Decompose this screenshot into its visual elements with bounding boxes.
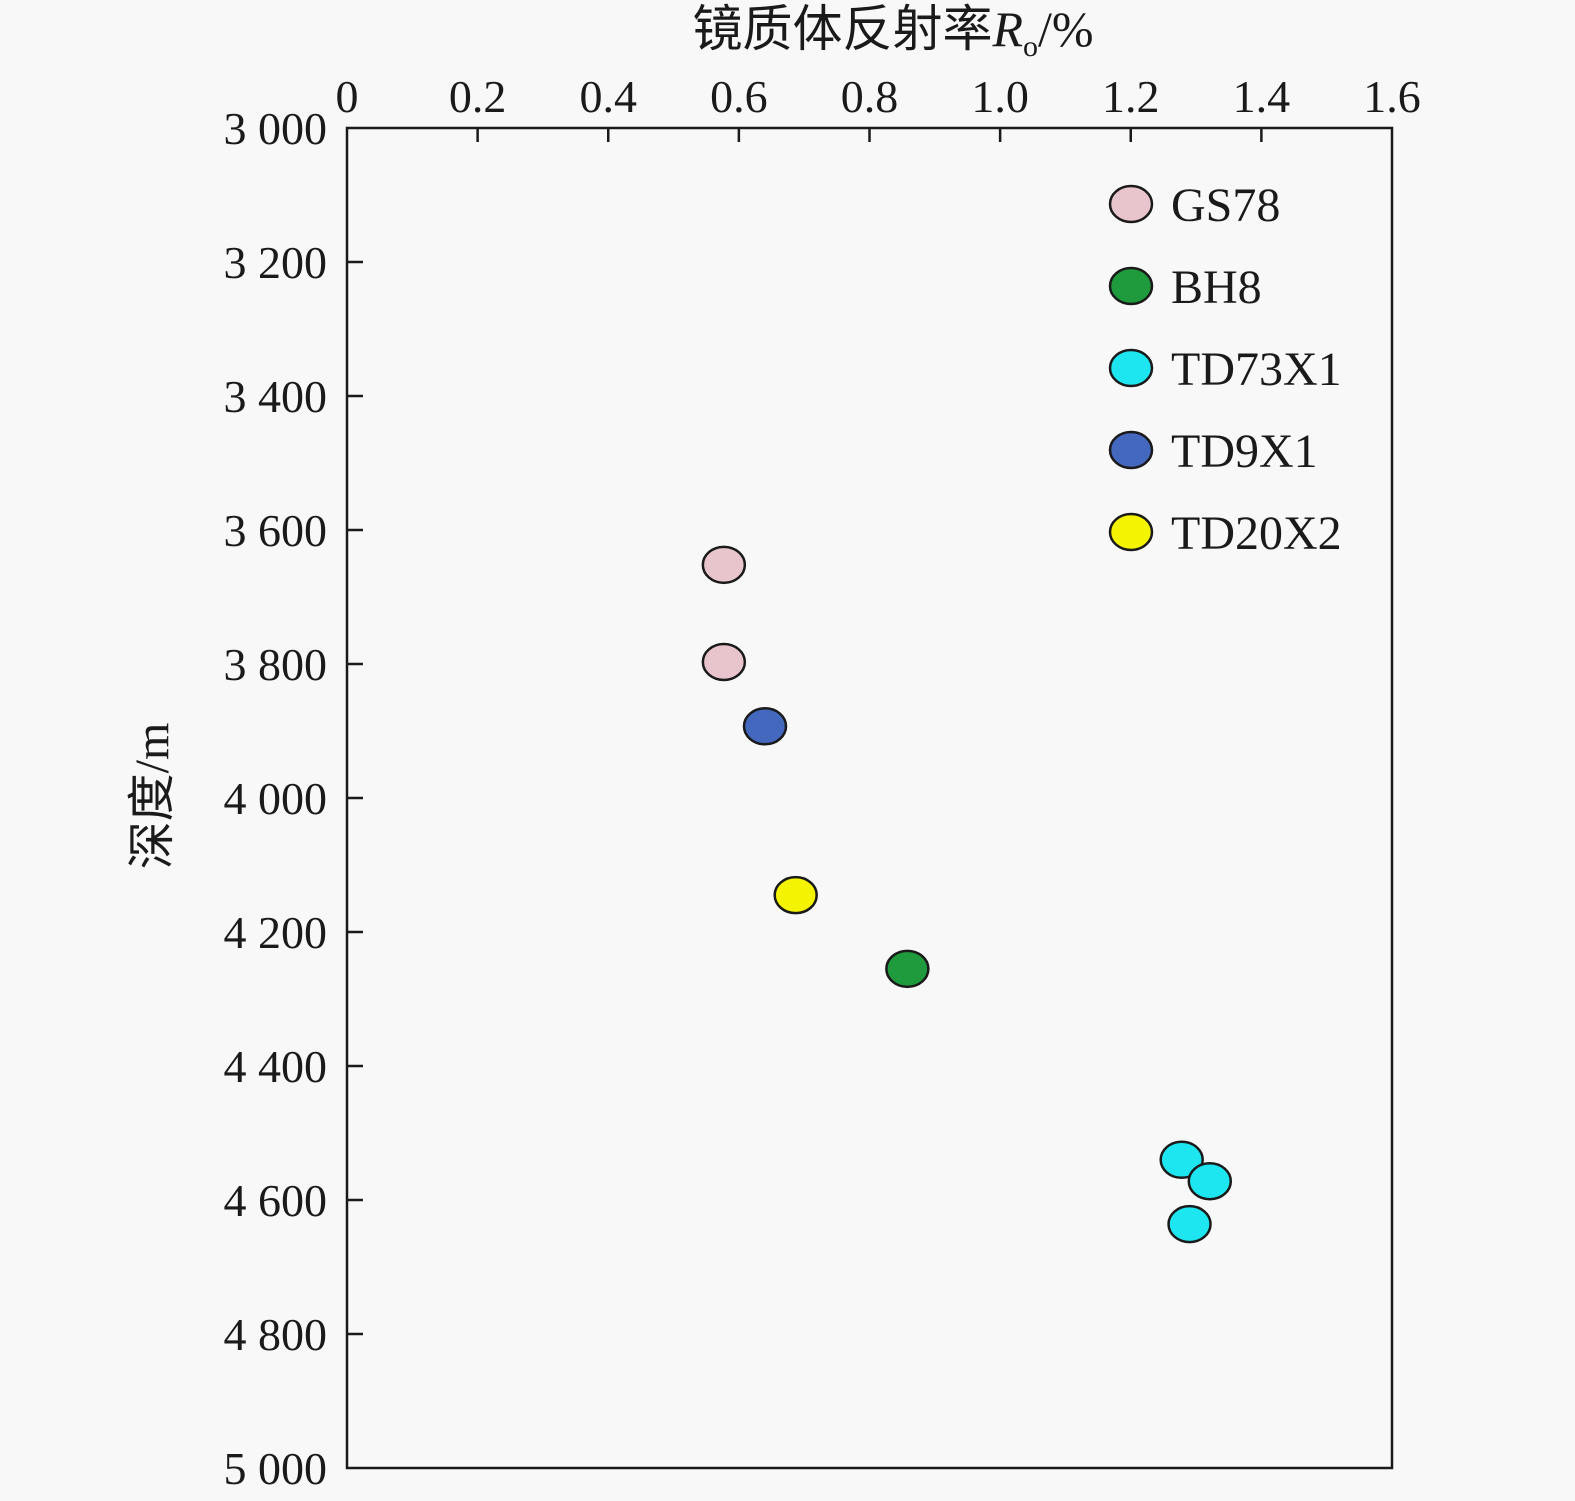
legend-marker-bh8 [1108,266,1154,306]
y-tick-label: 3 600 [224,505,328,556]
y-tick-label: 3 400 [224,371,328,422]
data-points [701,545,1233,1244]
x-tick-label: 0.2 [449,71,507,122]
legend-label-gs78: GS78 [1171,179,1280,232]
x-tick-label: 1.2 [1102,71,1160,122]
y-tick-label: 3 000 [224,103,328,154]
y-tick-label: 3 800 [224,639,328,690]
data-point-td73x1 [1167,1204,1212,1244]
data-point-td73x1 [1159,1140,1204,1180]
data-point-bh8 [885,949,930,989]
data-point-td9x1 [742,707,788,746]
x-axis: 0 0.2 0.4 0.6 0.8 1.0 1.2 1.4 1.6 [336,71,1421,142]
data-point-td73x1 [1187,1161,1233,1201]
data-point-gs78 [701,545,747,585]
x-tick-label: 0.8 [841,71,899,122]
x-tick-label: 0.6 [710,71,768,122]
y-tick-label: 5 000 [224,1443,328,1494]
x-tick-label: 1.4 [1233,71,1291,122]
x-tick-label: 0.4 [580,71,638,122]
legend-label-td20x2: TD20X2 [1171,507,1342,560]
legend-marker-td20x2 [1108,512,1154,552]
legend-marker-td73x1 [1108,348,1154,388]
legend-marker-td9x1 [1108,430,1154,470]
y-tick-label: 3 200 [224,237,328,288]
plot-frame [345,126,1394,1470]
data-point-td20x2 [773,875,818,915]
legend-label-bh8: BH8 [1171,261,1262,314]
x-tick-label: 0 [336,71,359,122]
y-tick-label: 4 000 [224,773,328,824]
y-axis-label: 深度/m [126,723,179,870]
legend-label-td9x1: TD9X1 [1171,425,1318,478]
y-tick-label: 4 400 [224,1041,328,1092]
legend: GS78 BH8 TD73X1 TD9X1 TD20X2 [1108,179,1342,560]
y-tick-label: 4 800 [224,1309,328,1360]
y-axis: 3 000 3 200 3 400 3 600 3 800 4 000 4 200 4 400… [224,103,363,1494]
legend-marker-gs78 [1108,184,1154,224]
x-axis-label: 镜质体反射率Ro/% [692,1,1093,63]
x-tick-label: 1.6 [1363,71,1421,122]
x-tick-label: 1.0 [971,71,1029,122]
data-point-gs78 [701,642,747,682]
y-tick-label: 4 200 [224,907,328,958]
legend-label-td73x1: TD73X1 [1171,343,1342,396]
y-tick-label: 4 600 [224,1175,328,1226]
